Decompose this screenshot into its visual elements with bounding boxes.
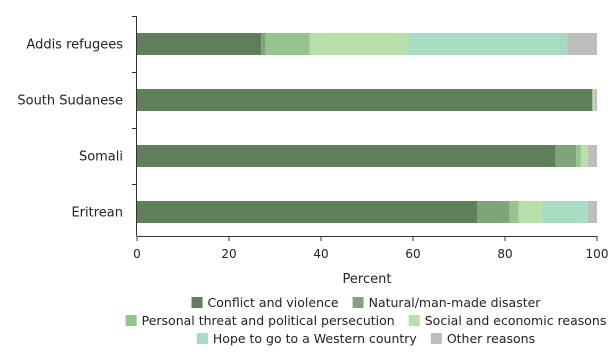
legend: Conflict and violence Natural/man-made di…: [125, 295, 607, 346]
legend-swatch: [430, 333, 442, 344]
bar-segment: [309, 33, 409, 55]
category-label: Eritrean: [71, 206, 123, 221]
bar-segment: [137, 201, 478, 223]
bar-segment: [518, 201, 542, 223]
x-axis-title: Percent: [343, 272, 392, 287]
bar-segment: [509, 201, 519, 223]
legend-swatch: [125, 315, 137, 326]
legend-label: Social and economic reasons: [425, 313, 607, 328]
legend-label: Conflict and violence: [208, 295, 339, 310]
legend-swatch: [352, 297, 364, 308]
bar-segment: [137, 145, 556, 167]
bar-segment: [576, 145, 581, 167]
x-tick-label: 60: [405, 247, 420, 261]
bar-segment: [592, 89, 595, 111]
x-tick-label: 80: [497, 247, 512, 261]
legend-label: Natural/man-made disaster: [369, 295, 542, 310]
category-label: Addis refugees: [26, 38, 123, 53]
x-tick-label: 100: [586, 247, 609, 261]
bar-segment: [261, 33, 266, 55]
x-tick-label: 20: [221, 247, 236, 261]
legend-swatch: [191, 297, 203, 308]
legend-label: Hope to go to a Western country: [213, 331, 418, 346]
bar-segment: [265, 33, 310, 55]
x-axis: 0 20 40 60 80 100: [132, 16, 608, 261]
category-label: Somali: [79, 150, 123, 165]
legend-swatch: [408, 315, 420, 326]
bar-segment: [587, 145, 597, 167]
x-tick-label: 0: [133, 247, 141, 261]
bar-segment: [567, 33, 597, 55]
bar-segment: [137, 89, 593, 111]
bar-segment: [408, 33, 568, 55]
legend-swatch: [196, 333, 208, 344]
category-label: South Sudanese: [17, 94, 123, 109]
category-labels: Addis refugees South Sudanese Somali Eritre…: [17, 38, 123, 221]
legend-label: Other reasons: [447, 331, 535, 346]
x-tick-label: 40: [313, 247, 328, 261]
bars-group: [137, 33, 597, 223]
bar-segment: [477, 201, 510, 223]
bar-segment: [594, 89, 597, 111]
bar-segment: [541, 201, 588, 223]
bar-segment: [555, 145, 577, 167]
bar-segment: [137, 33, 262, 55]
bar-segment: [580, 145, 588, 167]
bar-segment: [587, 201, 597, 223]
legend-label: Personal threat and political persecutio…: [142, 313, 395, 328]
